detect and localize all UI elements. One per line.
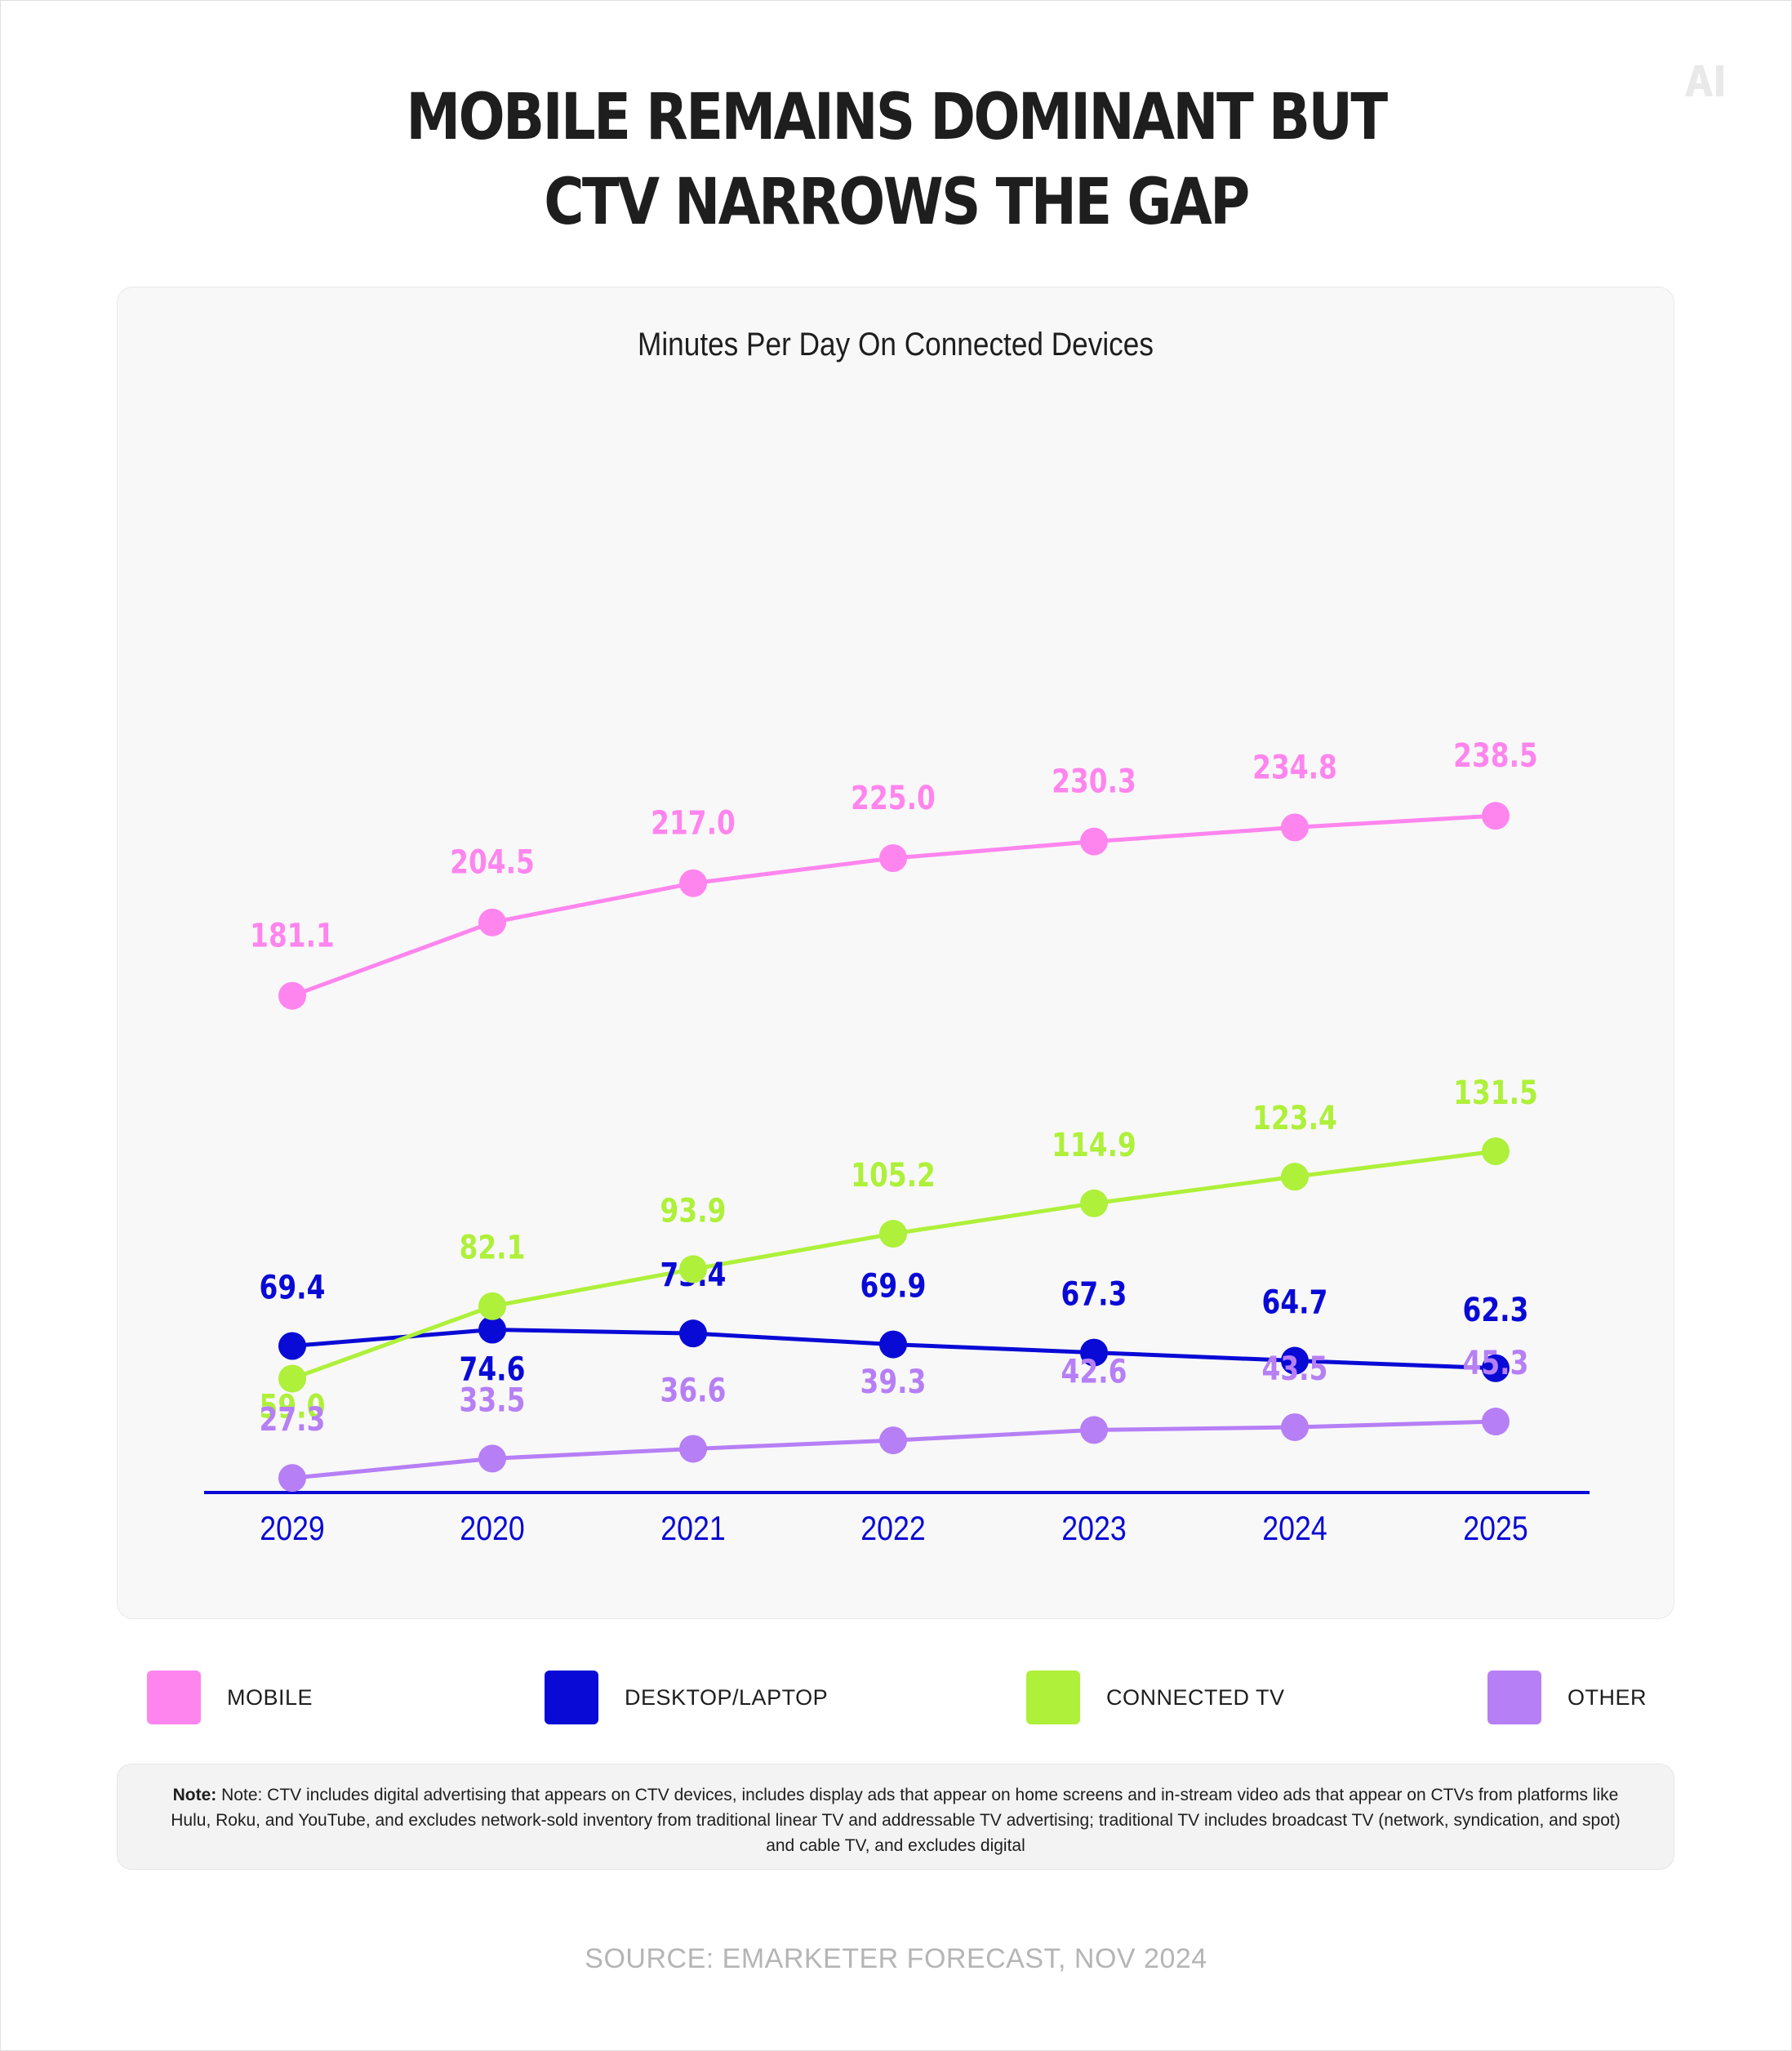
data-label: 225.0 [851,779,936,817]
legend-swatch [147,1671,201,1724]
data-point [879,1426,907,1455]
note-text: Note: Note: CTV includes digital adverti… [167,1782,1625,1858]
data-label: 69.9 [860,1266,927,1305]
data-point [879,1220,907,1248]
data-point [679,1435,707,1463]
data-point [679,1255,707,1284]
data-point [1080,1189,1108,1217]
ai-logo-icon: AI [1685,65,1723,96]
x-tick-label: 2022 [860,1510,925,1547]
data-point [278,1364,306,1393]
legend-swatch [545,1671,598,1724]
data-point [478,908,506,937]
data-point [1482,1354,1510,1382]
x-tick-label: 2025 [1463,1510,1527,1547]
data-label: 36.6 [660,1371,727,1409]
data-point [1482,1137,1510,1166]
note-box: Note: Note: CTV includes digital adverti… [117,1764,1674,1870]
data-point [1281,1163,1309,1191]
note-body: Note: CTV includes digital advertising t… [171,1786,1621,1855]
data-label: 217.0 [651,804,736,843]
data-label: 62.3 [1463,1291,1529,1329]
data-label: 82.1 [460,1229,526,1267]
data-label: 105.2 [851,1156,936,1195]
chart-panel [117,287,1674,1619]
data-label: 33.5 [460,1381,526,1419]
note-label: Note: [172,1786,217,1804]
page-title: MOBILE REMAINS DOMINANT BUT CTV NARROWS … [126,75,1667,245]
data-point [1281,1413,1309,1441]
data-point [478,1292,506,1320]
data-label: 27.3 [260,1400,326,1439]
x-tick-label: 2021 [660,1510,725,1547]
data-label: 181.1 [250,916,335,954]
data-label: 114.9 [1052,1126,1136,1164]
data-label: 43.5 [1262,1350,1328,1388]
legend-swatch [1487,1671,1541,1724]
chart-title: Minutes Per Day On Connected Devices [638,327,1154,363]
data-point [879,1330,907,1359]
data-label: 42.6 [1061,1352,1127,1390]
data-point [1080,1338,1108,1367]
data-label: 59.0 [260,1387,326,1426]
x-tick-label: 2023 [1061,1510,1126,1547]
data-point [1080,1416,1108,1444]
x-tick-label: 2020 [460,1510,524,1547]
data-label: 39.3 [860,1363,927,1401]
legend-label: DESKTOP/LAPTOP [625,1685,829,1710]
x-tick-label: 2024 [1262,1510,1327,1547]
data-point [478,1444,506,1473]
legend-label: MOBILE [227,1685,313,1710]
page-title-line1: MOBILE REMAINS DOMINANT BUT [406,81,1388,154]
data-label: 234.8 [1252,748,1337,786]
data-label: 45.3 [1463,1344,1529,1382]
data-label: 74.6 [460,1350,526,1388]
data-point [278,981,306,1010]
data-point [1482,1408,1510,1436]
data-label: 204.5 [450,843,535,882]
data-label: 69.4 [260,1268,326,1306]
data-point [278,1332,306,1360]
data-label: 123.4 [1252,1099,1337,1137]
data-point [1080,827,1108,856]
data-label: 131.5 [1453,1074,1538,1112]
data-point [478,1315,506,1344]
legend-label: OTHER [1567,1685,1647,1710]
data-label: 64.7 [1262,1283,1328,1321]
data-point [1281,813,1309,842]
data-label: 238.5 [1453,736,1538,775]
data-point [679,869,707,897]
data-label: 230.3 [1052,762,1136,800]
data-point [679,1319,707,1348]
data-point [1482,802,1510,830]
data-label: 67.3 [1061,1275,1127,1313]
data-point [879,844,907,872]
data-point [278,1464,306,1493]
x-tick-label: 2029 [260,1510,324,1547]
legend-label: CONNECTED TV [1106,1685,1285,1710]
data-label: 93.9 [660,1191,727,1230]
data-point [1281,1346,1309,1375]
source-text: SOURCE: EMARKETER FORECAST, NOV 2024 [585,1943,1207,1974]
page-title-line2: CTV NARROWS THE GAP [544,166,1250,239]
legend-swatch [1026,1671,1080,1724]
